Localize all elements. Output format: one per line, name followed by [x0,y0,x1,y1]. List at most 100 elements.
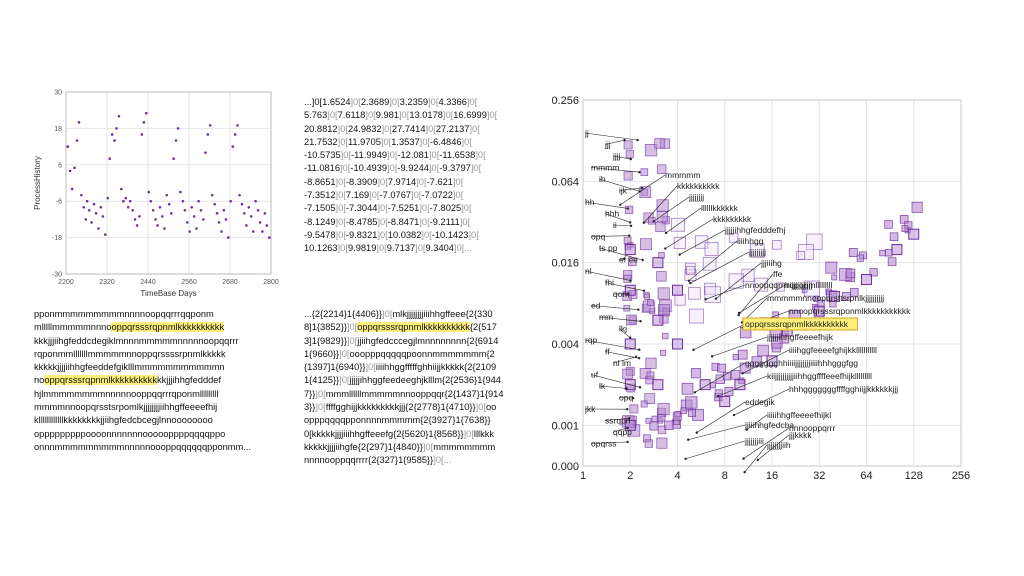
text-line: kkkkkjjjjiihgfe{2{297}1{4840}}]0[mmmmmmm… [304,441,534,454]
leader-line [618,187,643,191]
leader-line [712,336,768,357]
data-point [103,233,107,236]
data-point [672,284,683,296]
leader-line [598,247,643,261]
data-point [161,215,164,218]
data-point [254,199,257,203]
leader-line [690,251,750,284]
square-marker [622,368,633,380]
separator: ]0[ [339,375,350,386]
text-segment: 9.9819 [347,243,377,254]
leader-arrow [687,438,690,441]
data-point [124,196,128,200]
leader-arrow [741,372,744,375]
annotation-label: ii [613,220,617,230]
text-line: -10.5735]0[-11.9949]0[-12.081]0[-11.6538… [304,149,534,162]
leader-line [612,356,637,364]
text-segment: 1{4125}} [304,375,340,386]
data-point [229,199,232,203]
annotation-label: jjjjjjjj [688,192,704,202]
text-line: 3]1{9829}}]0[jjiihgfedcccegjlmnnnnnnnn{2… [304,335,534,348]
text-segment: lllkkk [473,428,495,439]
y-tick-label: -6 [56,199,62,206]
annotation-label: qqpp [613,427,632,437]
leader-line [742,349,790,374]
data-point [261,230,264,233]
y-tick-label: 30 [54,90,62,97]
separator: ]0[ [350,97,361,107]
text-line: hjlmmmmmmmmnnnnnooppqqrrrqponmlllllllll [34,388,314,401]
data-point [122,199,125,203]
leader-arrow [687,279,691,283]
separator: ]0[ [466,97,478,107]
data-point [169,212,173,215]
highlighted-motif: oppqrsssrqpnmlkkkkkkkkkk [357,322,470,333]
annotation-label: ed [591,301,601,311]
data-point [217,221,221,224]
text-segment: onnnmmmmmmmmmnnnnnoooppqqqqqqpponmm... [34,441,252,452]
square-marker [728,273,744,289]
annotation-label: mmmm [591,163,619,173]
data-point [210,193,214,197]
text-segment: -7.1505 [304,203,336,214]
annotation-label: iiiihggfeeeefghijkklllllllllll [789,345,877,355]
leader-arrow [634,355,638,359]
leader-line [744,444,768,473]
data-point [94,212,98,215]
leader-line [653,196,690,222]
leader-arrow [692,348,695,352]
square-marker [806,233,823,250]
data-point [135,224,139,227]
separator: ]0[ [461,136,472,147]
annotation-label: ijk [619,186,628,196]
leader-arrow [629,157,632,161]
leader-arrow [689,281,692,285]
y-tick-label: 0.001 [551,420,579,432]
data-point [236,124,239,127]
data-point [652,314,664,326]
annotation-label: mmmmm [665,170,700,180]
data-point [251,230,255,233]
leader-line [665,207,702,234]
text-line: nooppqrsssrqpnmlkkkkkkkkkkkkjjjihhgfeddd… [34,374,314,387]
separator: ]0[ [369,190,380,201]
separator: ]0[ [459,216,471,227]
square-marker [831,274,838,281]
text-segment: -7.0722 [421,190,453,201]
square-marker [623,140,633,150]
data-point [97,227,100,230]
annotation-label: lk [599,381,606,391]
x-tick-label: 2680 [222,279,238,286]
leader-arrow [639,320,642,323]
leader-arrow [629,224,633,227]
data-point [108,157,112,161]
text-segment: mmmllllllmmmmmnnooppqqr{2{1437}1{914 [325,388,504,399]
square-marker [628,257,637,267]
data-point [265,224,269,227]
text-segment: 9.7137 [386,243,416,254]
leader-arrow [626,440,629,444]
separator: ]0[ [461,203,472,214]
leader-line [590,235,630,237]
x-tick-label: 2 [627,470,633,482]
text-line: -7.3512]0[7.169]0[-7.0767]0[-7.0722]0[ [304,189,534,202]
data-point [174,139,178,142]
data-point [99,205,103,209]
annotation-label: jkk [584,404,596,414]
leader-arrow [623,138,626,142]
leader-arrow [636,138,639,142]
leader-line [688,240,738,282]
square-marker [732,353,739,361]
text-segment: pponmmmmmmmmmnnnnoopqqrrrqqponm [34,309,214,319]
data-point [92,202,96,206]
plot-frame [582,99,962,467]
text-segment: kkkkkjjjjiihhgfeeddefgiklllmmmmmmmmmmmn [34,362,225,373]
data-point [243,212,246,215]
separator: ]0[ [335,176,346,187]
annotation-label: ffe [773,269,783,279]
leader-arrow [638,348,641,351]
square-marker [655,221,666,233]
text-line: -8.1249]0[-8.4785]0[-8.8471]0[-9.2111]0[ [304,216,534,229]
data-point [140,133,144,136]
separator: ]0[ [419,136,430,147]
